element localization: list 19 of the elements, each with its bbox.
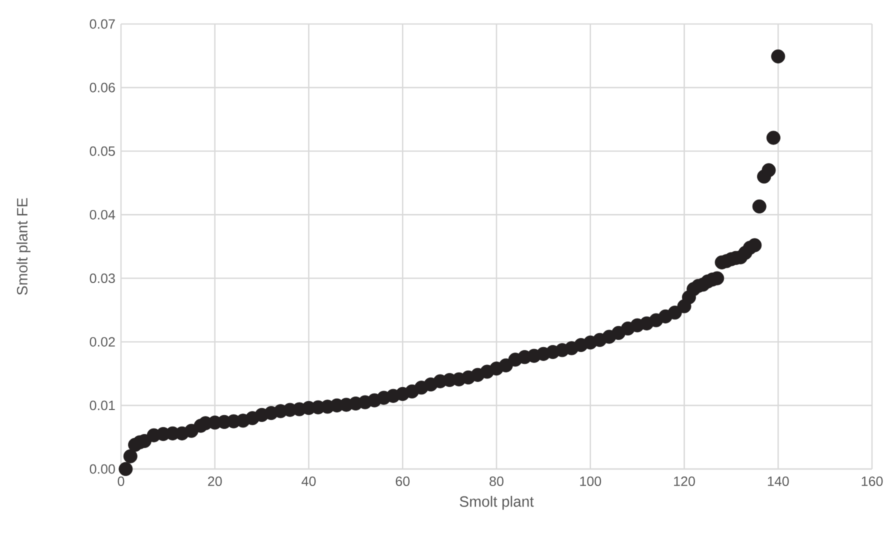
y-tick-label: 0.04 [90, 210, 116, 220]
y-tick-label: 0.01 [90, 400, 115, 410]
x-tick-label: 120 [674, 476, 695, 486]
y-axis-title: Smolt plant FE [16, 198, 30, 295]
x-tick-label: 140 [768, 476, 789, 486]
x-tick-label: 100 [580, 476, 602, 486]
y-tick-label: 0.07 [90, 19, 115, 29]
x-tick-label: 20 [208, 476, 222, 486]
x-axis-title: Smolt plant [460, 496, 534, 510]
x-tick-label: 80 [490, 476, 504, 486]
x-tick-label: 160 [862, 476, 883, 486]
y-tick-label: 0.05 [90, 146, 115, 156]
x-tick-label: 40 [302, 476, 316, 486]
x-tick-label: 0 [118, 476, 124, 486]
x-tick-label: 60 [396, 476, 410, 486]
y-tick-label: 0.00 [90, 464, 115, 474]
y-tick-label: 0.06 [90, 82, 115, 92]
y-tick-label: 0.02 [90, 337, 115, 347]
y-tick-label: 0.03 [90, 274, 115, 284]
